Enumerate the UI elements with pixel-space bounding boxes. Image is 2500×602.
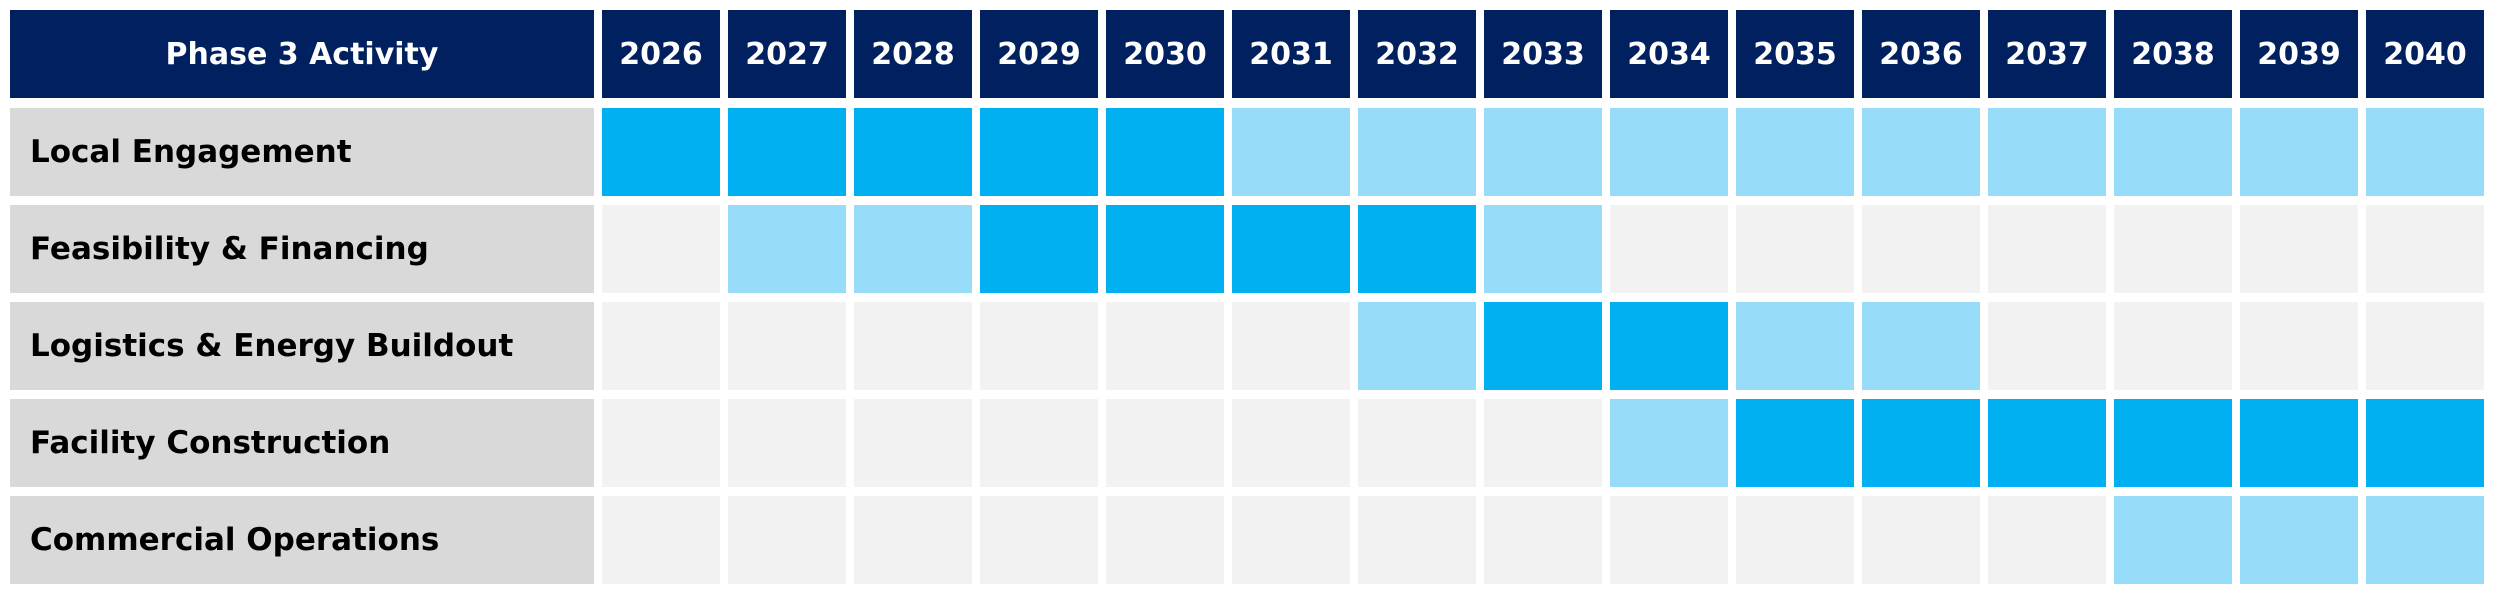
timeline-cell	[854, 205, 972, 293]
timeline-cell	[1610, 302, 1728, 390]
year-header: 2028	[854, 10, 972, 98]
year-header: 2035	[1736, 10, 1854, 98]
timeline-cell	[1736, 399, 1854, 487]
timeline-cell	[2114, 108, 2232, 196]
timeline-cell	[1862, 496, 1980, 584]
timeline-cell	[1358, 496, 1476, 584]
timeline-cell	[602, 302, 720, 390]
year-header: 2032	[1358, 10, 1476, 98]
timeline-cell	[602, 108, 720, 196]
timeline-cell	[1484, 496, 1602, 584]
timeline-cell	[2240, 399, 2358, 487]
timeline-cell	[2240, 108, 2358, 196]
year-header: 2039	[2240, 10, 2358, 98]
timeline-cell	[1106, 302, 1224, 390]
timeline-cell	[1736, 302, 1854, 390]
timeline-cell	[980, 108, 1098, 196]
year-header: 2037	[1988, 10, 2106, 98]
timeline-cell	[1736, 205, 1854, 293]
timeline-cell	[1736, 108, 1854, 196]
timeline-cell	[728, 399, 846, 487]
timeline-cell	[1736, 496, 1854, 584]
timeline-cell	[2366, 205, 2484, 293]
timeline-cell	[1106, 108, 1224, 196]
year-header: 2034	[1610, 10, 1728, 98]
timeline-cell	[1862, 205, 1980, 293]
timeline-cell	[2366, 496, 2484, 584]
year-header: 2033	[1484, 10, 1602, 98]
timeline-cell	[1106, 496, 1224, 584]
activity-label: Logistics & Energy Buildout	[10, 302, 594, 390]
timeline-cell	[1358, 205, 1476, 293]
timeline-cell	[854, 399, 972, 487]
timeline-cell	[1988, 399, 2106, 487]
timeline-cell	[2114, 399, 2232, 487]
timeline-cell	[2366, 302, 2484, 390]
timeline-cell	[2114, 496, 2232, 584]
timeline-cell	[1988, 205, 2106, 293]
year-header: 2036	[1862, 10, 1980, 98]
activity-label: Feasibility & Financing	[10, 205, 594, 293]
timeline-cell	[1484, 205, 1602, 293]
timeline-cell	[1484, 108, 1602, 196]
timeline-cell	[1988, 302, 2106, 390]
timeline-cell	[980, 399, 1098, 487]
timeline-cell	[728, 205, 846, 293]
timeline-cell	[1358, 302, 1476, 390]
year-header: 2029	[980, 10, 1098, 98]
timeline-cell	[1988, 108, 2106, 196]
timeline-cell	[2366, 108, 2484, 196]
timeline-cell	[1862, 302, 1980, 390]
activity-label: Local Engagement	[10, 108, 594, 196]
timeline-cell	[1862, 108, 1980, 196]
timeline-cell	[854, 108, 972, 196]
timeline-cell	[728, 302, 846, 390]
timeline-cell	[2366, 399, 2484, 487]
timeline-cell	[728, 496, 846, 584]
timeline-cell	[1610, 399, 1728, 487]
timeline-cell	[1232, 108, 1350, 196]
timeline-cell	[1484, 302, 1602, 390]
year-header: 2040	[2366, 10, 2484, 98]
timeline-cell	[602, 205, 720, 293]
timeline-cell	[2240, 205, 2358, 293]
timeline-cell	[980, 205, 1098, 293]
timeline-cell	[2114, 205, 2232, 293]
timeline-cell	[1358, 108, 1476, 196]
header-title: Phase 3 Activity	[10, 10, 594, 98]
timeline-cell	[1358, 399, 1476, 487]
year-header: 2026	[602, 10, 720, 98]
timeline-cell	[1862, 399, 1980, 487]
timeline-cell	[980, 302, 1098, 390]
year-header: 2031	[1232, 10, 1350, 98]
year-header: 2030	[1106, 10, 1224, 98]
timeline-cell	[1232, 205, 1350, 293]
timeline-cell	[980, 496, 1098, 584]
timeline-cell	[602, 399, 720, 487]
year-header: 2027	[728, 10, 846, 98]
timeline-cell	[1106, 399, 1224, 487]
timeline-cell	[1484, 399, 1602, 487]
timeline-cell	[1232, 302, 1350, 390]
timeline-cell	[1610, 205, 1728, 293]
timeline-cell	[728, 108, 846, 196]
timeline-cell	[2240, 302, 2358, 390]
timeline-cell	[1610, 108, 1728, 196]
year-header: 2038	[2114, 10, 2232, 98]
timeline-cell	[1232, 399, 1350, 487]
activity-label: Commercial Operations	[10, 496, 594, 584]
timeline-cell	[1610, 496, 1728, 584]
timeline-cell	[1232, 496, 1350, 584]
timeline-cell	[2114, 302, 2232, 390]
timeline-cell	[854, 496, 972, 584]
timeline-cell	[1988, 496, 2106, 584]
timeline-cell	[602, 496, 720, 584]
timeline-cell	[1106, 205, 1224, 293]
timeline-cell	[854, 302, 972, 390]
activity-label: Facility Construction	[10, 399, 594, 487]
timeline-cell	[2240, 496, 2358, 584]
